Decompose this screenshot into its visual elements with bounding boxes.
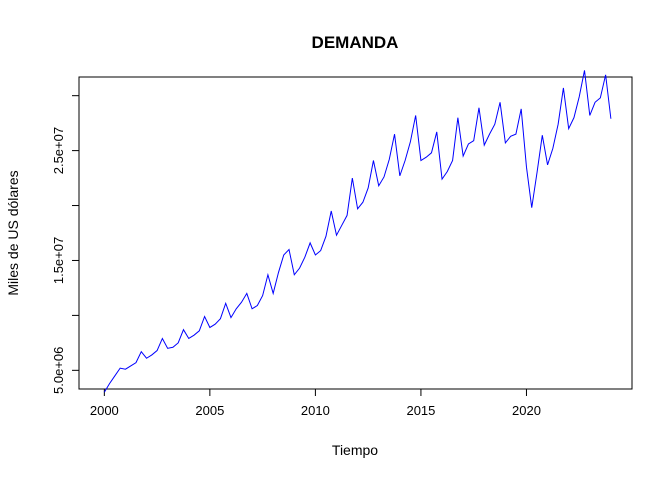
x-tick-label: 2015 [406, 403, 435, 418]
y-tick-label: 5.0e+06 [51, 347, 66, 394]
y-tick-label: 1.5e+07 [51, 237, 66, 284]
series-line [103, 70, 612, 393]
x-axis: 2000 2005 2010 2015 2020 [90, 388, 541, 418]
x-tick-label: 2010 [301, 403, 330, 418]
x-axis-label: Tiempo [332, 442, 378, 458]
y-tick-label: 2.5e+07 [51, 127, 66, 174]
plot-frame [78, 76, 633, 390]
y-axis-label: Miles de US dólares [5, 170, 21, 295]
x-tick-label: 2000 [90, 403, 119, 418]
x-tick-label: 2020 [512, 403, 541, 418]
x-tick-label: 2005 [195, 403, 224, 418]
series-layer [103, 70, 612, 393]
y-axis: 5.0e+06 1.5e+07 2.5e+07 [51, 95, 80, 394]
chart-title: DEMANDA [312, 33, 399, 52]
